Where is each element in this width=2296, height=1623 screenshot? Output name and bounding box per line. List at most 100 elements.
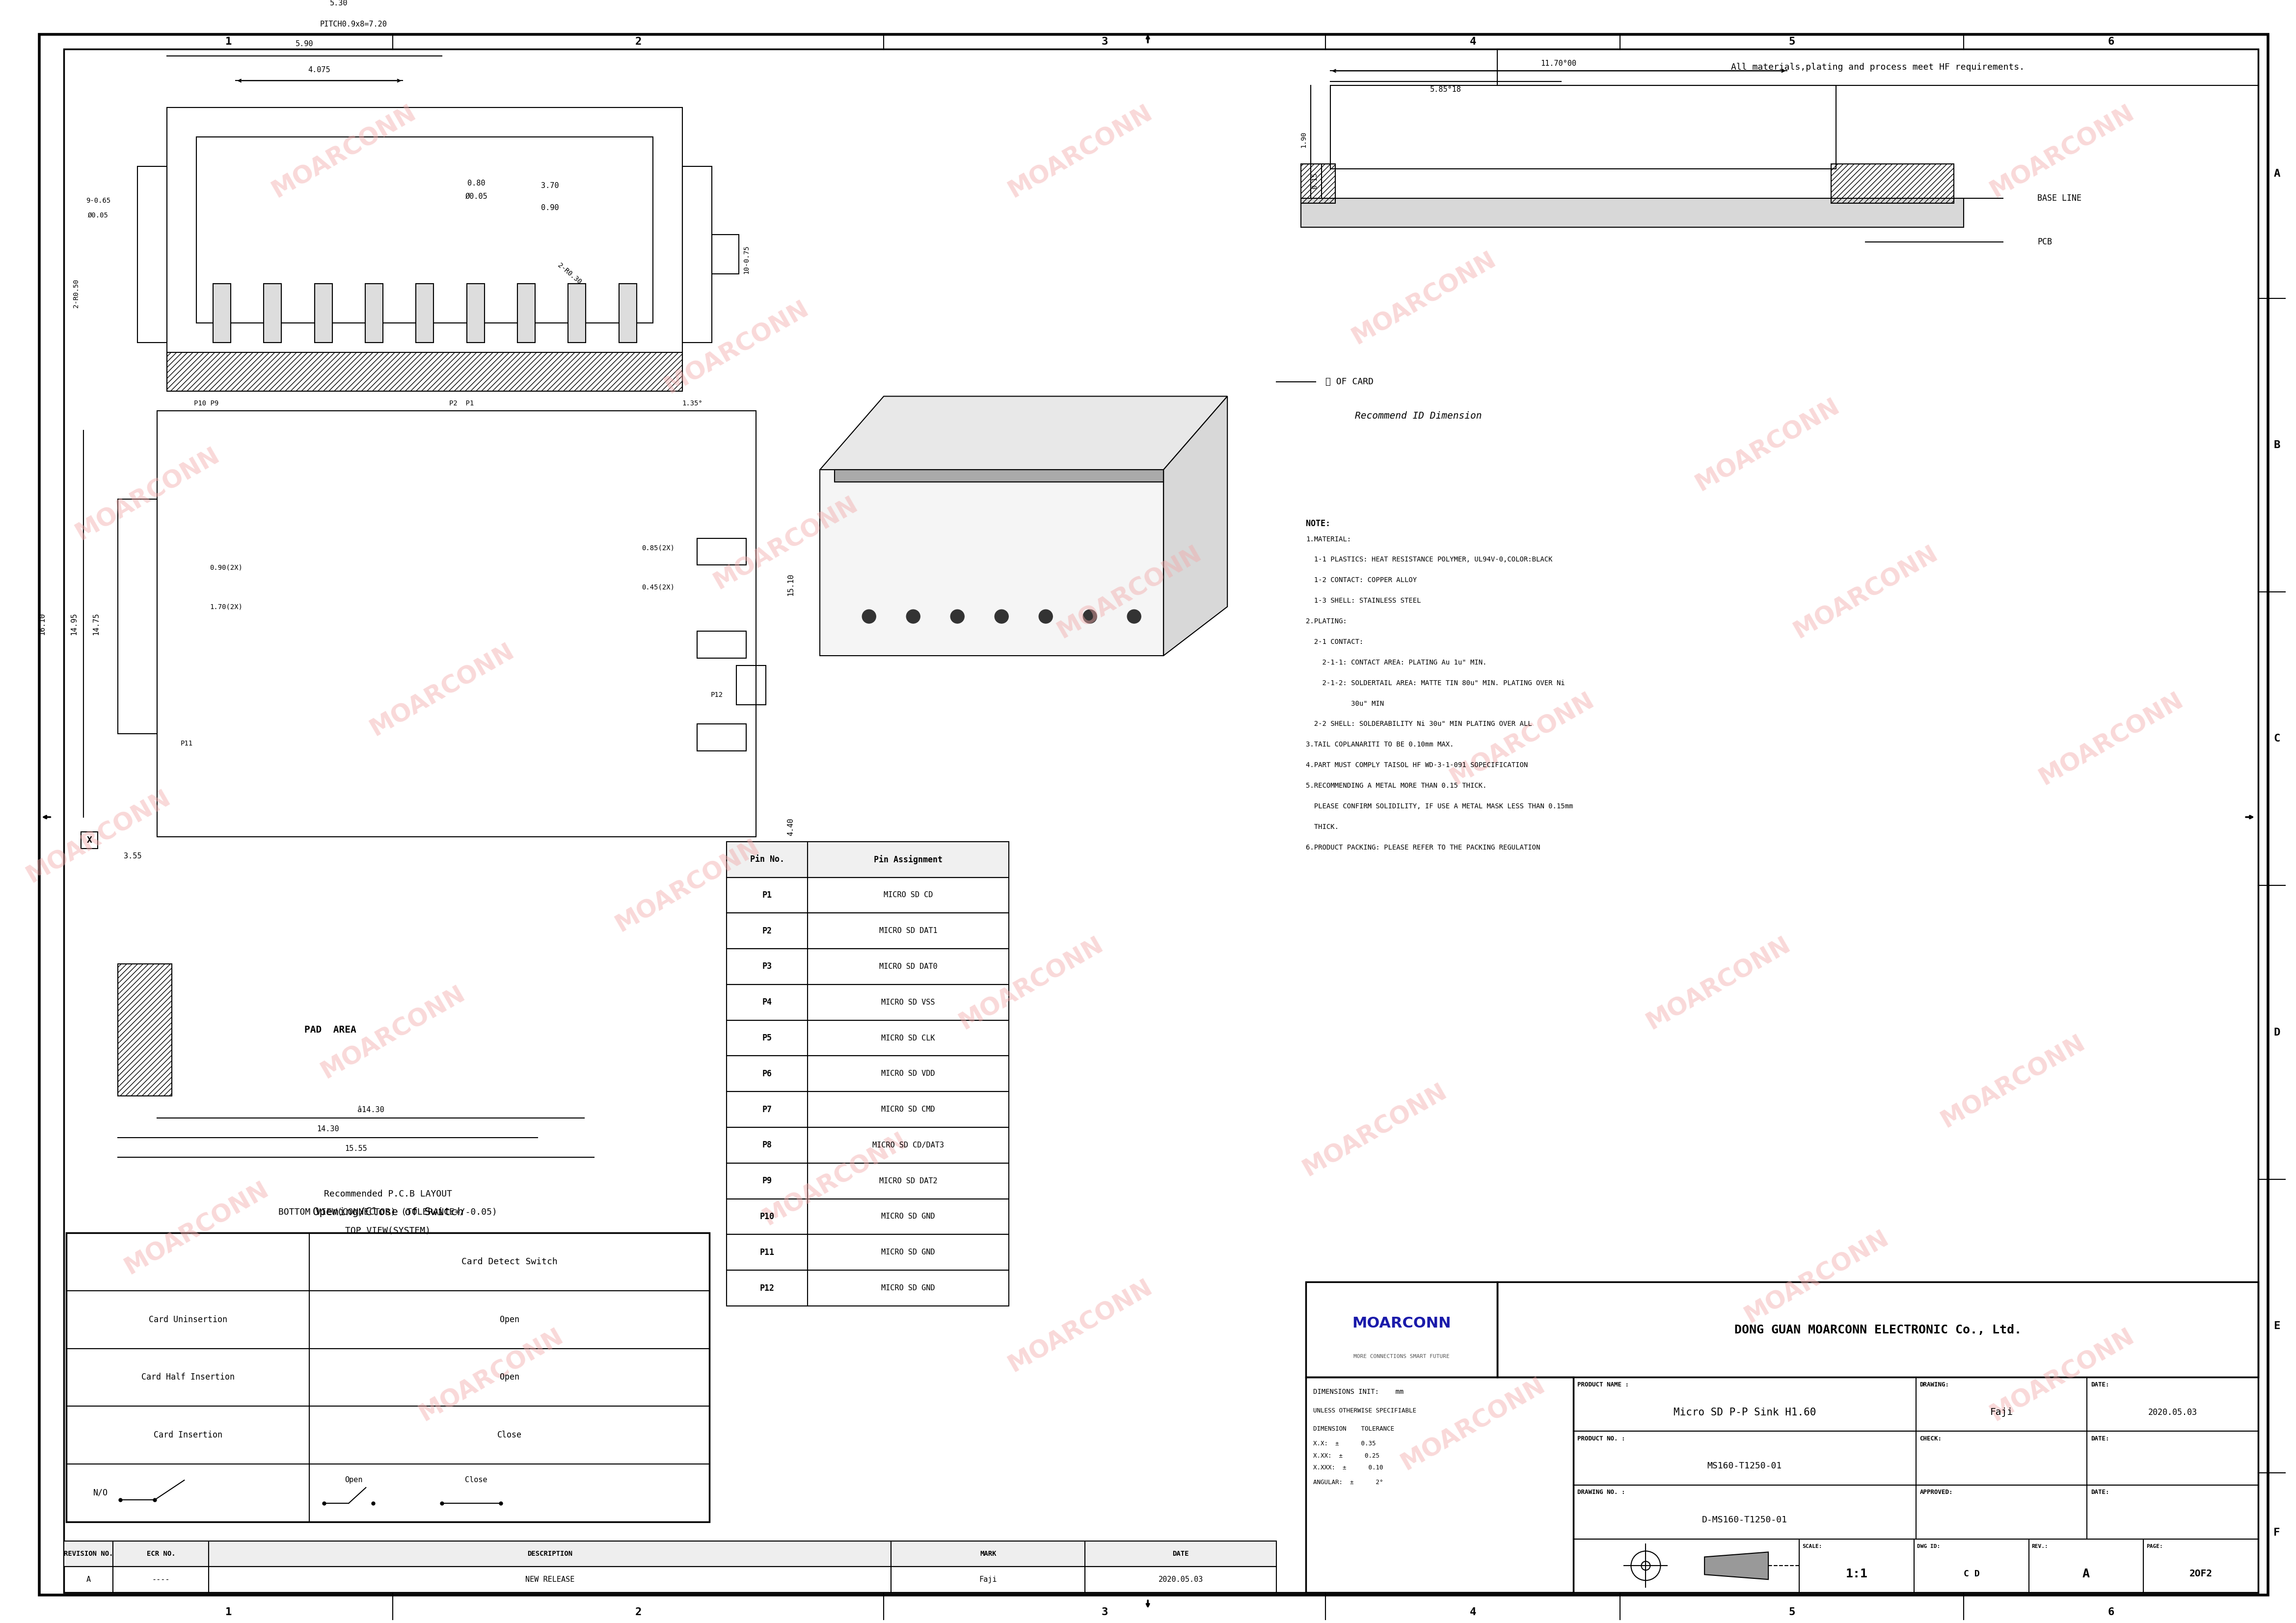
- Text: THICK.: THICK.: [1306, 823, 1339, 831]
- Text: 3.70: 3.70: [542, 182, 558, 190]
- Text: 0.85(2X): 0.85(2X): [641, 545, 675, 552]
- Text: 0.90: 0.90: [542, 204, 558, 211]
- Text: MOARCONN: MOARCONN: [1003, 101, 1157, 203]
- Text: 2-1-2: SOLDERTAIL AREA: MATTE TIN 80u" MIN. PLATING OVER Ni: 2-1-2: SOLDERTAIL AREA: MATTE TIN 80u" M…: [1306, 680, 1566, 687]
- Text: MOARCONN: MOARCONN: [416, 1324, 567, 1425]
- Text: P10: P10: [760, 1212, 774, 1220]
- Text: DONG GUAN MOARCONN ELECTRONIC Co., Ltd.: DONG GUAN MOARCONN ELECTRONIC Co., Ltd.: [1733, 1324, 2020, 1336]
- Text: 3: 3: [1102, 1607, 1109, 1617]
- Text: PCB: PCB: [2037, 237, 2053, 247]
- Text: MOARCONN: MOARCONN: [365, 639, 519, 740]
- Text: X.XXX:  ±      0.10: X.XXX: ± 0.10: [1313, 1464, 1382, 1470]
- Text: MICRO SD CD: MICRO SD CD: [884, 891, 932, 899]
- Text: REVISION NO.: REVISION NO.: [64, 1550, 113, 1558]
- Bar: [117, 498, 156, 734]
- Text: 4.40: 4.40: [788, 818, 794, 836]
- Text: MICRO SD GND: MICRO SD GND: [882, 1212, 934, 1220]
- Text: 2-1 CONTACT:: 2-1 CONTACT:: [1306, 638, 1364, 646]
- Text: P12: P12: [760, 1284, 774, 1292]
- Text: ANGULAR:  ±      2°: ANGULAR: ± 2°: [1313, 1480, 1382, 1485]
- Bar: [712, 235, 739, 274]
- Text: F: F: [2273, 1527, 2280, 1537]
- Bar: [836, 469, 1164, 482]
- Text: DATE:: DATE:: [2092, 1490, 2110, 1495]
- Bar: [737, 665, 767, 704]
- Text: MOARCONN: MOARCONN: [1789, 540, 1942, 643]
- Text: 1: 1: [225, 1607, 232, 1617]
- Text: 5: 5: [1789, 37, 1795, 47]
- Text: Card Insertion: Card Insertion: [154, 1431, 223, 1440]
- Text: DIMENSIONS INIT:    mm: DIMENSIONS INIT: mm: [1313, 1389, 1403, 1396]
- Bar: [416, 284, 434, 342]
- Text: DATE:: DATE:: [2092, 1435, 2110, 1441]
- Bar: [1497, 49, 2259, 86]
- Bar: [620, 284, 636, 342]
- Text: NOTE:: NOTE:: [1306, 519, 1329, 527]
- Text: MS160-T1250-01: MS160-T1250-01: [1708, 1462, 1782, 1470]
- Bar: [113, 1542, 209, 1566]
- Bar: [365, 284, 383, 342]
- Circle shape: [951, 610, 964, 623]
- Text: P9: P9: [762, 1177, 771, 1185]
- Text: B: B: [2273, 440, 2280, 450]
- Text: MOARCONN: MOARCONN: [1003, 1276, 1157, 1376]
- Bar: [891, 1566, 1086, 1592]
- Text: 4.075: 4.075: [308, 67, 331, 73]
- Text: Recommended P.C.B LAYOUT: Recommended P.C.B LAYOUT: [324, 1190, 452, 1198]
- Text: 0.45(2X): 0.45(2X): [641, 584, 675, 591]
- Text: 1:1: 1:1: [1846, 1568, 1869, 1579]
- Text: DATE: DATE: [1173, 1550, 1189, 1558]
- Text: 14.75: 14.75: [92, 612, 99, 635]
- Text: 5.90: 5.90: [296, 41, 315, 47]
- Text: NEW RELEASE: NEW RELEASE: [526, 1576, 574, 1584]
- Text: ECR NO.: ECR NO.: [147, 1550, 174, 1558]
- Bar: [1832, 164, 1954, 203]
- Text: BASE LINE: BASE LINE: [2037, 193, 2082, 203]
- Text: PAD  AREA: PAD AREA: [305, 1026, 356, 1034]
- Text: P12: P12: [712, 691, 723, 698]
- Text: A: A: [87, 1576, 92, 1584]
- Bar: [1306, 1378, 1573, 1592]
- Bar: [1573, 1539, 2259, 1592]
- Bar: [315, 284, 333, 342]
- Text: 2020.05.03: 2020.05.03: [1159, 1576, 1203, 1584]
- Text: ℄ OF CARD: ℄ OF CARD: [1325, 377, 1373, 386]
- Text: MOARCONN: MOARCONN: [955, 933, 1107, 1034]
- Bar: [726, 1128, 1008, 1164]
- Text: 2-2 SHELL: SOLDERABILITY Ni 30u" MIN PLATING OVER ALL: 2-2 SHELL: SOLDERABILITY Ni 30u" MIN PLA…: [1306, 721, 1531, 727]
- Text: MOARCONN: MOARCONN: [1936, 1031, 2089, 1133]
- Text: BOTTOM VIEW(CONNECTOR) (TOLERANCE+/-0.05): BOTTOM VIEW(CONNECTOR) (TOLERANCE+/-0.05…: [278, 1208, 498, 1217]
- Text: MOARCONN: MOARCONN: [1740, 1227, 1892, 1328]
- Text: Faji: Faji: [1991, 1407, 2014, 1417]
- Text: 9-0.65: 9-0.65: [85, 196, 110, 204]
- Bar: [117, 964, 172, 1096]
- Text: MICRO SD CD/DAT3: MICRO SD CD/DAT3: [872, 1141, 944, 1149]
- Text: MOARCONN: MOARCONN: [1986, 101, 2138, 203]
- Text: Open: Open: [501, 1315, 519, 1324]
- Text: 1-3 SHELL: STAINLESS STEEL: 1-3 SHELL: STAINLESS STEEL: [1306, 597, 1421, 604]
- Text: MOARCONN: MOARCONN: [1297, 1079, 1451, 1182]
- Text: 14.30: 14.30: [317, 1126, 340, 1133]
- Bar: [67, 1233, 709, 1522]
- Text: 4.PART MUST COMPLY TAISOL HF WD-3-1-091 SOPECIFICATION: 4.PART MUST COMPLY TAISOL HF WD-3-1-091 …: [1306, 761, 1527, 769]
- Text: MICRO SD CLK: MICRO SD CLK: [882, 1034, 934, 1042]
- Bar: [517, 284, 535, 342]
- Bar: [1086, 1566, 1277, 1592]
- Text: 2020.05.03: 2020.05.03: [2149, 1407, 2197, 1417]
- Text: Opening/Close of Switch: Opening/Close of Switch: [312, 1208, 464, 1217]
- Bar: [1302, 164, 1336, 203]
- Text: P4: P4: [762, 998, 771, 1006]
- Text: MOARCONN: MOARCONN: [2034, 688, 2188, 790]
- Text: Card Detect Switch: Card Detect Switch: [461, 1258, 558, 1266]
- Text: MOARCONN: MOARCONN: [1446, 688, 1598, 790]
- Text: UNLESS OTHERWISE SPECIFIABLE: UNLESS OTHERWISE SPECIFIABLE: [1313, 1407, 1417, 1414]
- Text: MOARCONN: MOARCONN: [317, 982, 468, 1083]
- Text: MOARCONN: MOARCONN: [269, 101, 420, 203]
- Polygon shape: [820, 469, 1164, 656]
- Bar: [726, 914, 1008, 949]
- Text: 6: 6: [2108, 1607, 2115, 1617]
- Text: PITCH0.9x8=7.20: PITCH0.9x8=7.20: [319, 21, 388, 28]
- Text: DESCRIPTION: DESCRIPTION: [528, 1550, 572, 1558]
- Bar: [1302, 198, 1963, 227]
- Text: 1.70(2X): 1.70(2X): [209, 604, 243, 610]
